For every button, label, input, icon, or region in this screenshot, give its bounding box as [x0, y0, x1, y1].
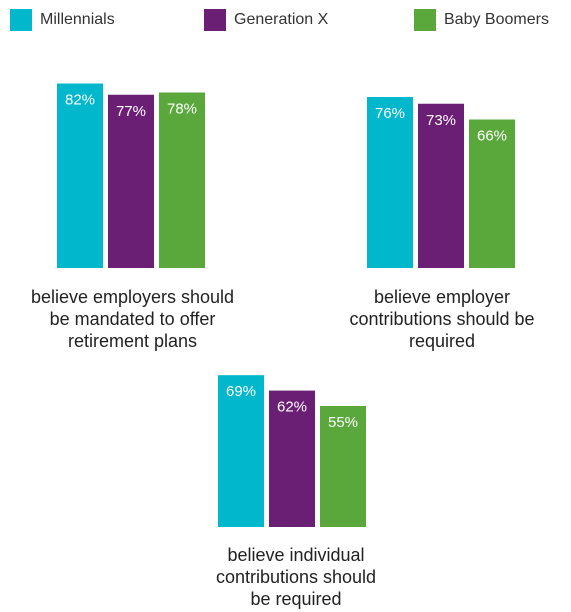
bar-employer-contributions-baby-boomers [469, 119, 515, 268]
bar-employer-mandate-baby-boomers [159, 92, 205, 268]
bar-label-employer-mandate-millennials: 82% [65, 92, 95, 109]
bar-individual-contributions-generation-x [269, 390, 315, 527]
legend-label-millennials: Millennials [40, 11, 115, 28]
legend-swatch-generation-x [204, 9, 226, 31]
legend-item-generation-x: Generation X [204, 6, 328, 34]
bar-label-employer-contributions-baby-boomers: 66% [477, 128, 507, 145]
bar-label-employer-mandate-generation-x: 77% [116, 103, 146, 120]
bar-label-employer-mandate-baby-boomers: 78% [167, 101, 197, 118]
bar-label-employer-contributions-generation-x: 73% [426, 112, 456, 129]
bar-label-individual-contributions-baby-boomers: 55% [328, 414, 358, 431]
caption-individual-contributions: believe individual contributions should … [215, 545, 377, 609]
caption-employer-contributions: believe employer contributions should be… [349, 287, 535, 351]
legend-swatch-baby-boomers [414, 9, 436, 31]
bar-label-individual-contributions-generation-x: 62% [277, 399, 307, 416]
legend-item-millennials: Millennials [10, 6, 115, 34]
bar-employer-mandate-millennials [57, 83, 103, 268]
legend-item-baby-boomers: Baby Boomers [414, 6, 549, 34]
bar-employer-contributions-generation-x [418, 103, 464, 268]
legend-swatch-millennials [10, 9, 32, 31]
bar-individual-contributions-baby-boomers [320, 406, 366, 527]
bar-employer-contributions-millennials [367, 97, 413, 268]
caption-employer-mandate: believe employers should be mandated to … [30, 287, 235, 351]
bar-label-individual-contributions-millennials: 69% [226, 383, 256, 400]
legend-label-generation-x: Generation X [234, 11, 329, 28]
bar-employer-mandate-generation-x [108, 94, 154, 268]
bar-label-employer-contributions-millennials: 76% [375, 105, 405, 122]
legend-label-baby-boomers: Baby Boomers [444, 11, 549, 28]
bar-individual-contributions-millennials [218, 375, 264, 527]
